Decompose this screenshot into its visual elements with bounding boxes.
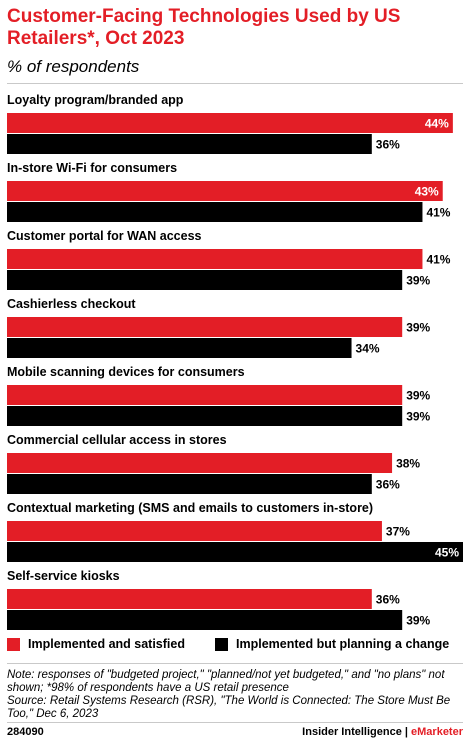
data-label: 45% <box>435 546 459 560</box>
legend-swatch-black <box>215 637 228 651</box>
chart-subtitle: % of respondents <box>7 57 140 76</box>
legend-swatch-red <box>7 637 20 651</box>
bar-implemented-satisfied <box>7 249 423 269</box>
category-label: Commercial cellular access in stores <box>7 433 227 447</box>
category-label: Mobile scanning devices for consumers <box>7 365 245 379</box>
category-label: Self-service kiosks <box>7 569 120 583</box>
bar-implemented-satisfied <box>7 385 403 405</box>
data-label: 36% <box>376 138 400 152</box>
bar-planning-change <box>7 474 372 494</box>
brand: Insider Intelligence | eMarketer <box>302 726 463 738</box>
bar-implemented-satisfied <box>7 113 453 133</box>
bar-planning-change <box>7 542 463 562</box>
data-label: 34% <box>356 342 380 356</box>
bar-implemented-satisfied <box>7 521 382 541</box>
data-label: 37% <box>386 525 410 539</box>
data-label: 41% <box>426 253 450 267</box>
legend: Implemented and satisfied Implemented bu… <box>7 637 463 657</box>
header-divider <box>7 83 463 84</box>
chart-id: 284090 <box>7 726 44 738</box>
bar-planning-change <box>7 202 423 222</box>
data-label: 44% <box>425 117 449 131</box>
data-label: 38% <box>396 457 420 471</box>
source-text: Source: Retail Systems Research (RSR), "… <box>7 695 451 720</box>
bar-chart: Loyalty program/branded app 44% 36% In-stor… <box>7 93 463 630</box>
legend-item-planning-change: Implemented but planning a change <box>215 637 449 651</box>
brand-insider-intelligence: Insider Intelligence <box>302 726 402 738</box>
data-label: 39% <box>406 614 430 628</box>
footer-divider <box>7 663 463 664</box>
category-label: Loyalty program/branded app <box>7 93 184 107</box>
bar-planning-change <box>7 338 352 358</box>
chart-title: Customer-Facing Technologies Used by US … <box>7 6 401 49</box>
category-label: Customer portal for WAN access <box>7 229 202 243</box>
brand-separator: | <box>401 726 412 738</box>
brand-emarketer: eMarketer <box>411 726 463 738</box>
bar-implemented-satisfied <box>7 181 443 201</box>
legend-item-implemented-satisfied: Implemented and satisfied <box>7 637 185 651</box>
category-label: Contextual marketing (SMS and emails to … <box>7 501 373 515</box>
category-label: In-store Wi-Fi for consumers <box>7 161 177 175</box>
data-label: 36% <box>376 593 400 607</box>
bar-planning-change <box>7 134 372 154</box>
data-label: 39% <box>406 389 430 403</box>
data-label: 43% <box>415 185 439 199</box>
category-label: Cashierless checkout <box>7 297 136 311</box>
chart-note: Note: responses of "budgeted project," "… <box>7 669 463 721</box>
data-label: 39% <box>406 321 430 335</box>
bar-planning-change <box>7 270 403 290</box>
data-label: 39% <box>406 410 430 424</box>
bar-planning-change <box>7 406 403 426</box>
data-label: 41% <box>426 206 450 220</box>
footer: 284090 Insider Intelligence | eMarketer <box>7 724 463 740</box>
bar-implemented-satisfied <box>7 453 393 473</box>
data-label: 39% <box>406 274 430 288</box>
bar-implemented-satisfied <box>7 317 403 337</box>
bar-planning-change <box>7 610 403 630</box>
legend-label: Implemented but planning a change <box>236 637 450 651</box>
legend-label: Implemented and satisfied <box>28 637 185 651</box>
data-label: 36% <box>376 478 400 492</box>
bar-implemented-satisfied <box>7 589 372 609</box>
footer-bottom-divider <box>7 722 463 723</box>
note-text: Note: responses of "budgeted project," "… <box>7 669 445 694</box>
